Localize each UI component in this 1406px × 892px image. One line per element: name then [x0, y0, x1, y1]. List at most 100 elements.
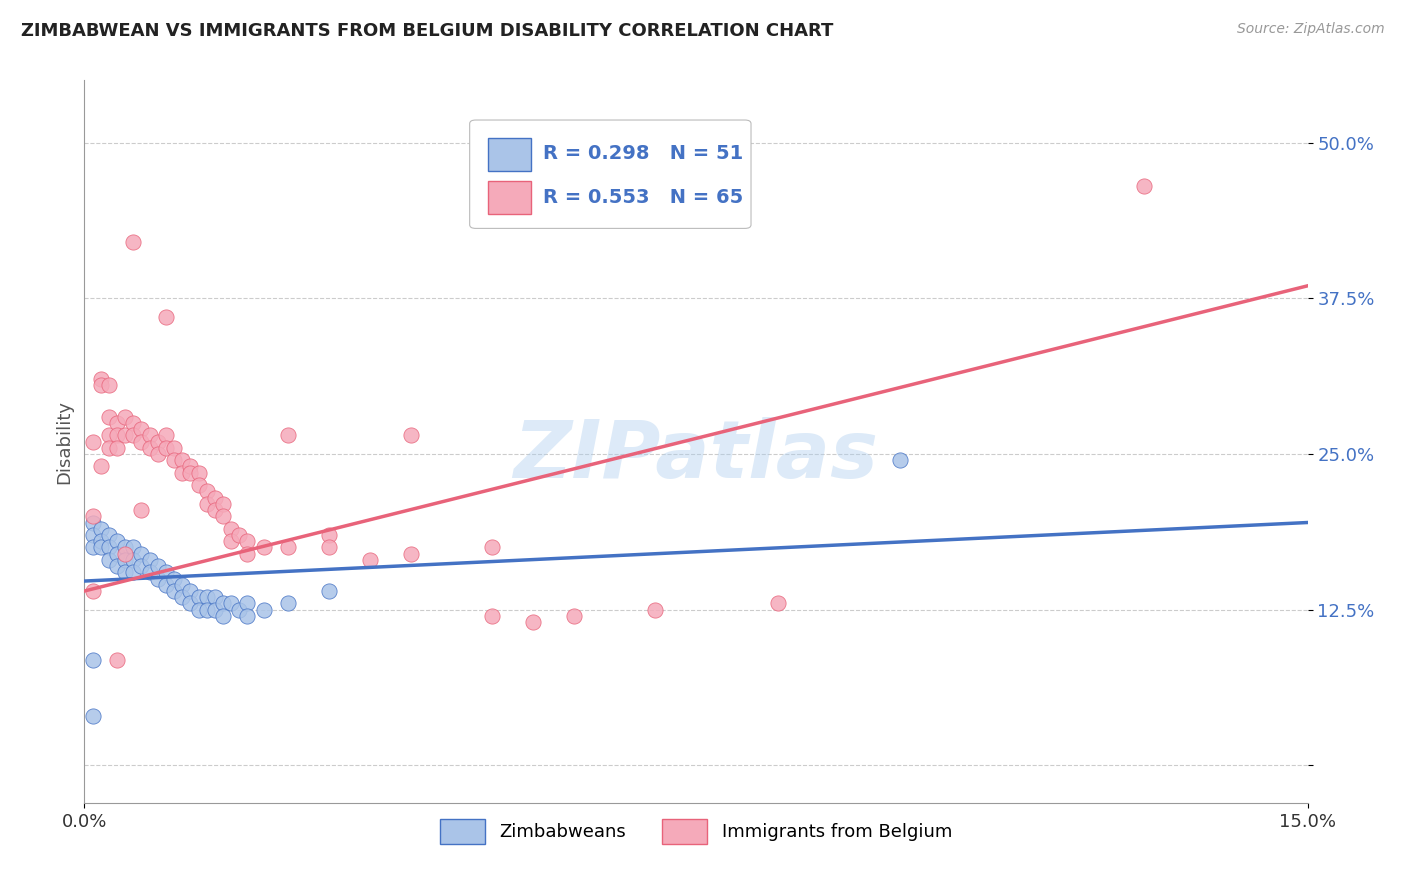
- Point: [195, 591, 218, 605]
- Point: [155, 441, 177, 455]
- Point: [90, 522, 112, 536]
- Point: [219, 597, 242, 611]
- Point: [172, 453, 194, 467]
- Point: [105, 534, 128, 549]
- Point: [97, 553, 120, 567]
- Point: [219, 522, 242, 536]
- Point: [131, 547, 153, 561]
- Point: [204, 491, 226, 505]
- Point: [82, 584, 104, 599]
- Point: [82, 708, 104, 723]
- FancyBboxPatch shape: [488, 181, 531, 214]
- Y-axis label: Disability: Disability: [55, 400, 73, 483]
- Point: [179, 597, 201, 611]
- Point: [187, 603, 209, 617]
- Point: [481, 541, 503, 555]
- Point: [644, 603, 666, 617]
- Point: [131, 503, 153, 517]
- Point: [82, 516, 104, 530]
- Point: [131, 434, 153, 449]
- Point: [105, 416, 128, 430]
- Point: [212, 597, 235, 611]
- Point: [114, 553, 136, 567]
- Point: [204, 591, 226, 605]
- Point: [97, 428, 120, 442]
- Point: [97, 541, 120, 555]
- Point: [172, 591, 194, 605]
- Point: [105, 441, 128, 455]
- Point: [318, 584, 340, 599]
- Point: [179, 459, 201, 474]
- Point: [97, 441, 120, 455]
- Legend: Zimbabweans, Immigrants from Belgium: Zimbabweans, Immigrants from Belgium: [433, 812, 959, 852]
- Point: [122, 541, 145, 555]
- Point: [114, 541, 136, 555]
- Point: [90, 541, 112, 555]
- Point: [236, 534, 259, 549]
- Point: [253, 541, 276, 555]
- Point: [97, 528, 120, 542]
- Point: [204, 603, 226, 617]
- Point: [179, 584, 201, 599]
- Point: [122, 566, 145, 580]
- Point: [163, 453, 186, 467]
- Point: [1133, 179, 1156, 194]
- FancyBboxPatch shape: [470, 120, 751, 228]
- Point: [163, 584, 186, 599]
- Point: [399, 547, 422, 561]
- Point: [97, 409, 120, 424]
- Point: [122, 235, 145, 250]
- Point: [105, 559, 128, 574]
- Point: [219, 534, 242, 549]
- Point: [82, 434, 104, 449]
- Point: [228, 528, 250, 542]
- Point: [399, 428, 422, 442]
- Point: [155, 566, 177, 580]
- Point: [228, 603, 250, 617]
- Point: [90, 534, 112, 549]
- Text: R = 0.553   N = 65: R = 0.553 N = 65: [543, 188, 744, 207]
- Point: [318, 541, 340, 555]
- FancyBboxPatch shape: [488, 138, 531, 170]
- Point: [138, 566, 160, 580]
- Point: [163, 572, 186, 586]
- Point: [889, 453, 911, 467]
- Text: ZIMBABWEAN VS IMMIGRANTS FROM BELGIUM DISABILITY CORRELATION CHART: ZIMBABWEAN VS IMMIGRANTS FROM BELGIUM DI…: [21, 22, 834, 40]
- Point: [82, 541, 104, 555]
- Point: [122, 428, 145, 442]
- Text: Source: ZipAtlas.com: Source: ZipAtlas.com: [1237, 22, 1385, 37]
- Point: [90, 372, 112, 386]
- Point: [122, 553, 145, 567]
- Text: ZIPatlas: ZIPatlas: [513, 417, 879, 495]
- Point: [172, 578, 194, 592]
- Point: [277, 428, 299, 442]
- Point: [766, 597, 789, 611]
- Point: [105, 428, 128, 442]
- Point: [114, 566, 136, 580]
- Point: [138, 553, 160, 567]
- Point: [236, 609, 259, 624]
- Point: [131, 422, 153, 436]
- Point: [172, 466, 194, 480]
- Point: [163, 441, 186, 455]
- Point: [318, 528, 340, 542]
- Point: [97, 378, 120, 392]
- Text: R = 0.298   N = 51: R = 0.298 N = 51: [543, 145, 744, 163]
- Point: [212, 609, 235, 624]
- Point: [195, 603, 218, 617]
- Point: [146, 447, 169, 461]
- Point: [131, 559, 153, 574]
- Point: [82, 509, 104, 524]
- Point: [522, 615, 544, 630]
- Point: [90, 378, 112, 392]
- Point: [277, 541, 299, 555]
- Point: [105, 547, 128, 561]
- Point: [114, 547, 136, 561]
- Point: [105, 652, 128, 666]
- Point: [187, 466, 209, 480]
- Point: [122, 416, 145, 430]
- Point: [236, 547, 259, 561]
- Point: [179, 466, 201, 480]
- Point: [212, 497, 235, 511]
- Point: [82, 652, 104, 666]
